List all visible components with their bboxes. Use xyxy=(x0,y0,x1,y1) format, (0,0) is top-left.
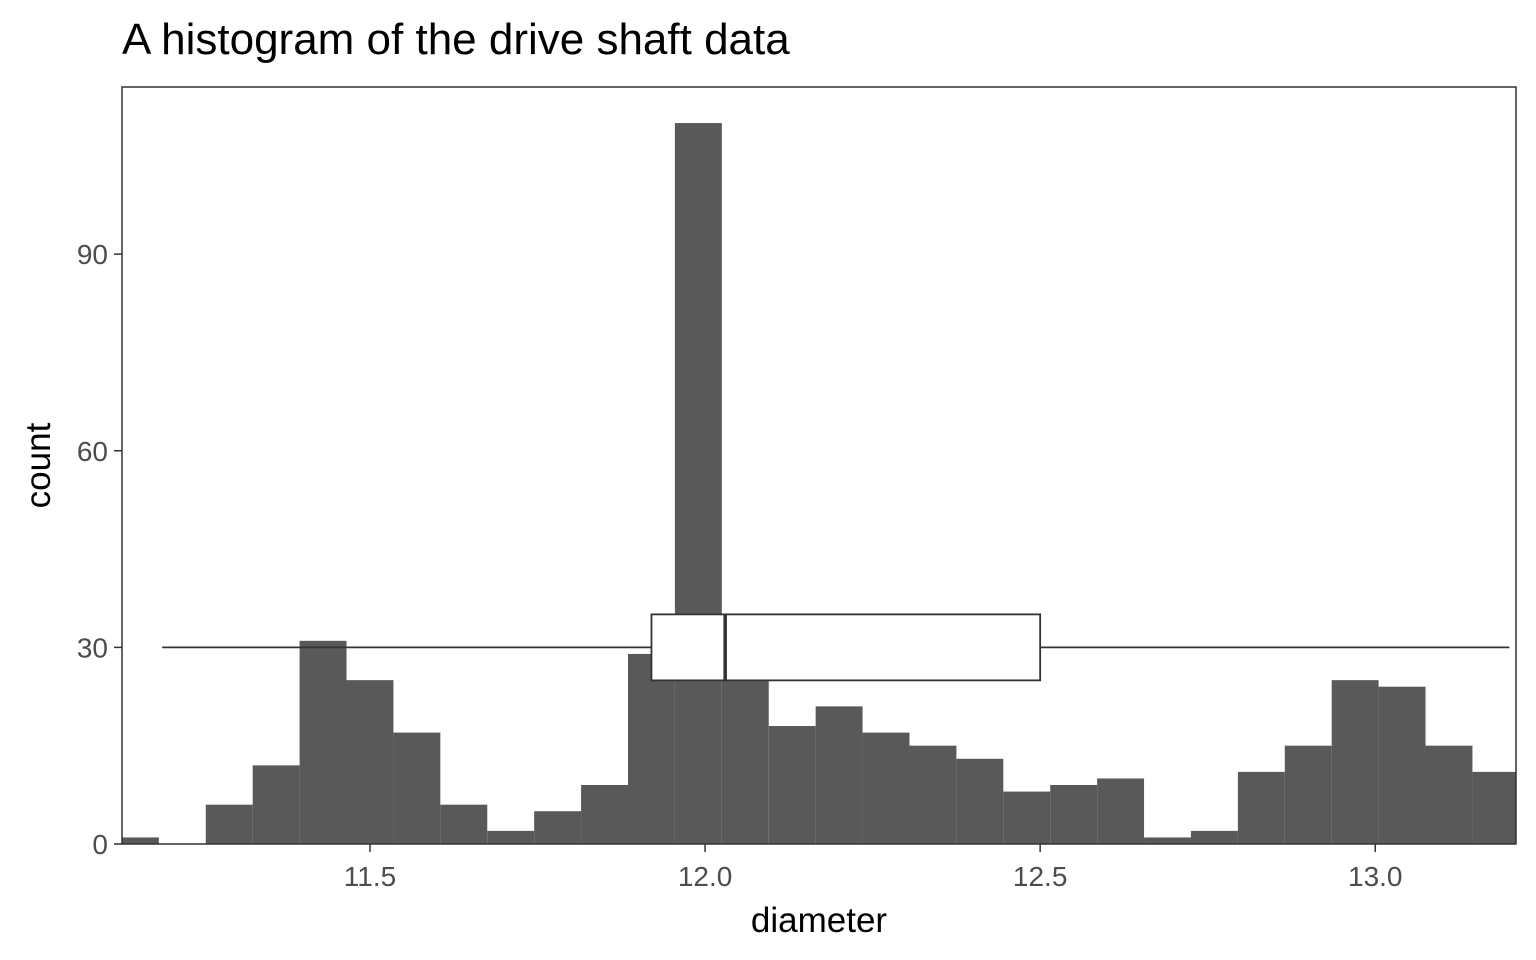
histogram-bar xyxy=(815,706,863,844)
boxplot-box xyxy=(650,613,1042,682)
y-axis-title: count xyxy=(19,422,58,508)
histogram-bar xyxy=(487,830,535,844)
histogram-bar xyxy=(1331,680,1379,844)
histogram-bar xyxy=(299,640,347,844)
histogram-bar xyxy=(721,680,769,844)
histogram-bar xyxy=(674,123,722,844)
histogram-bar xyxy=(1003,791,1051,844)
y-tick-label: 30 xyxy=(77,632,108,663)
histogram-bar xyxy=(1284,745,1332,844)
y-tick-label: 90 xyxy=(77,239,108,270)
histogram-bar xyxy=(205,804,253,844)
histogram-bar xyxy=(393,732,441,844)
histogram-bar xyxy=(1144,837,1191,844)
histogram-bar xyxy=(346,680,394,844)
y-tick-label: 0 xyxy=(92,829,108,860)
boxplot-overlay xyxy=(162,613,1510,682)
histogram-bar xyxy=(1425,745,1473,844)
histogram-bar xyxy=(909,745,957,844)
x-tick-label: 12.5 xyxy=(1013,861,1068,892)
x-tick-label: 13.0 xyxy=(1348,861,1403,892)
histogram-bar xyxy=(1050,785,1098,844)
histogram-bar xyxy=(1378,686,1426,844)
histogram-bar xyxy=(1472,771,1516,844)
histogram-bar xyxy=(956,758,1004,844)
histogram-bar xyxy=(862,732,910,844)
histogram-bar xyxy=(252,765,300,844)
histogram-bar xyxy=(1237,771,1285,844)
histogram-bar xyxy=(627,653,675,844)
x-tick-label: 11.5 xyxy=(344,861,396,892)
histogram-bar xyxy=(534,811,582,844)
y-axis: 0 30 60 90 xyxy=(77,239,122,860)
histogram-bar xyxy=(1097,778,1145,844)
histogram-bar xyxy=(581,785,628,844)
x-axis-title: diameter xyxy=(751,901,888,940)
histogram-bars xyxy=(122,123,1516,844)
y-tick-label: 60 xyxy=(77,436,108,467)
x-axis: 11.5 12.0 12.5 13.0 xyxy=(344,844,1403,892)
x-tick-label: 12.0 xyxy=(678,861,733,892)
plot-panel-border xyxy=(121,86,1517,845)
histogram-bar xyxy=(122,837,159,844)
histogram-bar xyxy=(768,726,816,844)
chart-title: A histogram of the drive shaft data xyxy=(122,15,790,64)
histogram-bar xyxy=(1190,830,1238,844)
histogram-bar xyxy=(440,804,488,844)
